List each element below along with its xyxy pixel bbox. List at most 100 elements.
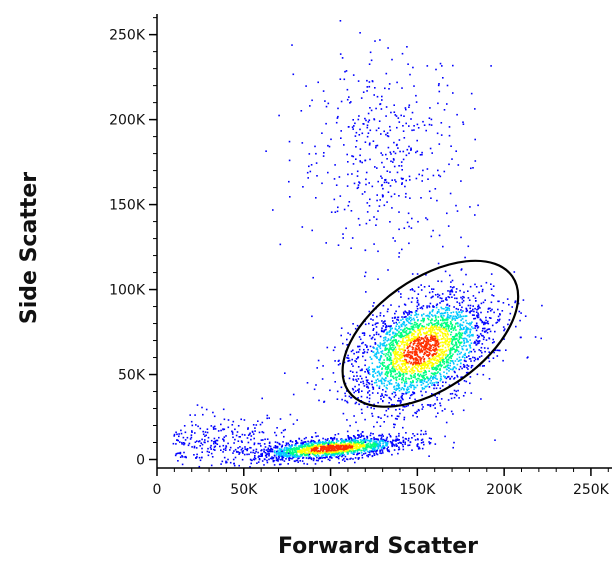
event-point (414, 321, 417, 324)
event-point (332, 349, 335, 352)
event-point (434, 384, 436, 387)
event-point (255, 448, 258, 451)
event-point (453, 389, 456, 392)
event-point (304, 441, 307, 443)
event-point (431, 367, 433, 369)
event-point (449, 377, 452, 380)
event-point (292, 455, 295, 457)
event-point (416, 305, 418, 308)
event-point (358, 336, 361, 338)
event-point (426, 323, 428, 326)
event-point (422, 375, 425, 378)
event-point (401, 397, 403, 400)
event-point (217, 430, 220, 432)
event-point (214, 428, 217, 430)
event-point (387, 325, 390, 327)
event-point (344, 440, 347, 443)
event-point (461, 345, 463, 348)
event-point (336, 117, 339, 119)
event-point (252, 449, 255, 452)
event-point (415, 353, 417, 356)
event-point (238, 464, 240, 467)
event-point (404, 362, 406, 365)
event-point (337, 453, 339, 455)
event-point (357, 351, 360, 353)
event-point (462, 409, 465, 412)
event-point (439, 323, 442, 326)
event-point (313, 448, 316, 450)
event-point (318, 399, 320, 402)
event-point (389, 357, 392, 360)
event-point (480, 334, 483, 337)
event-point (321, 454, 324, 457)
event-point (421, 180, 423, 182)
event-point (268, 445, 271, 447)
event-point (329, 389, 331, 392)
event-point (425, 391, 427, 393)
event-point (454, 393, 457, 396)
event-point (460, 269, 463, 271)
event-point (403, 227, 406, 229)
event-point (431, 366, 433, 368)
event-point (419, 323, 422, 325)
event-point (338, 359, 340, 362)
event-point (385, 443, 387, 445)
event-point (437, 346, 440, 348)
event-point (303, 451, 306, 453)
event-point (411, 393, 413, 396)
event-point (390, 404, 393, 406)
event-point (315, 447, 318, 449)
event-point (361, 442, 364, 444)
event-point (239, 446, 241, 448)
event-point (357, 186, 360, 189)
event-point (408, 353, 411, 356)
event-point (391, 179, 393, 181)
event-point (446, 316, 448, 319)
event-point (425, 274, 427, 276)
event-point (348, 201, 351, 203)
event-point (190, 434, 193, 436)
event-point (474, 108, 476, 110)
event-point (276, 447, 279, 449)
event-point (406, 389, 408, 391)
event-point (344, 395, 347, 397)
event-point (212, 411, 214, 414)
event-point (411, 357, 413, 359)
event-point (289, 457, 292, 460)
event-point (253, 437, 255, 440)
event-point (295, 451, 297, 453)
event-point (401, 359, 404, 362)
event-point (457, 339, 460, 342)
event-point (385, 153, 387, 156)
event-point (434, 344, 437, 347)
event-point (365, 171, 368, 174)
event-point (417, 377, 419, 380)
event-point (419, 307, 422, 309)
event-point (415, 94, 417, 97)
event-point (457, 308, 459, 311)
event-point (397, 452, 399, 455)
event-point (392, 439, 394, 442)
event-point (406, 361, 408, 364)
event-point (390, 363, 392, 365)
event-point (220, 429, 222, 432)
event-point (421, 388, 424, 390)
event-point (384, 441, 387, 444)
event-point (440, 375, 442, 378)
event-point (253, 442, 256, 444)
event-point (404, 368, 406, 371)
event-point (461, 332, 463, 334)
event-point (468, 299, 471, 301)
event-point (474, 160, 477, 162)
event-point (388, 351, 390, 353)
event-point (326, 346, 329, 349)
event-point (484, 322, 486, 325)
event-point (366, 202, 369, 204)
event-point (366, 346, 368, 348)
event-point (190, 436, 193, 439)
event-point (388, 333, 391, 336)
event-point (402, 329, 405, 331)
event-point (424, 336, 427, 338)
event-point (363, 332, 366, 335)
